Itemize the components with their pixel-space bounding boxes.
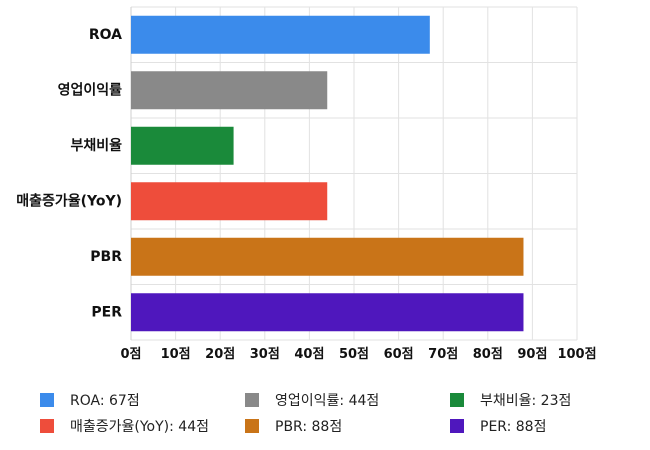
- legend-item-pbr[interactable]: PBR: 88점: [245, 414, 342, 438]
- bar-2[interactable]: [131, 126, 234, 165]
- x-tick-label: 0점: [120, 347, 141, 362]
- x-tick-label: 70점: [428, 347, 458, 362]
- legend-swatch: [245, 393, 259, 407]
- legend-item-revenue-growth[interactable]: 매출증가율(YoY): 44점: [40, 414, 209, 438]
- legend-label: 영업이익률: 44점: [275, 393, 380, 409]
- category-label: 매출증가율(YoY): [16, 192, 122, 209]
- legend-item-operating-margin[interactable]: 영업이익률: 44점: [245, 388, 379, 412]
- legend-label: PER: 88점: [480, 419, 547, 435]
- x-tick-label: 100점: [557, 347, 596, 362]
- bar-4[interactable]: [131, 237, 524, 276]
- x-axis-ticks: 0점 10점 20점 30점 40점 50점 60점 70점 80점 90점 100점: [120, 347, 596, 362]
- category-label: PER: [91, 304, 122, 320]
- legend-swatch: [450, 393, 464, 407]
- x-tick-label: 30점: [250, 347, 280, 362]
- x-tick-label: 20점: [205, 347, 235, 362]
- x-tick-label: 90점: [517, 347, 547, 362]
- bar-1[interactable]: [131, 71, 328, 110]
- bars: [131, 15, 524, 332]
- bar-0[interactable]: [131, 15, 430, 54]
- legend-item-roa[interactable]: ROA: 67점: [40, 388, 140, 412]
- x-tick-label: 50점: [339, 347, 369, 362]
- x-tick-label: 60점: [384, 347, 414, 362]
- legend-label: PBR: 88점: [275, 419, 343, 435]
- category-label: 부채비율: [70, 137, 122, 154]
- legend-swatch: [40, 419, 54, 433]
- legend-item-debt-ratio[interactable]: 부채비율: 23점: [450, 388, 571, 412]
- bar-5[interactable]: [131, 293, 524, 332]
- category-label: ROA: [89, 27, 122, 43]
- legend-label: 매출증가율(YoY): 44점: [70, 419, 209, 435]
- legend-swatch: [40, 393, 54, 407]
- legend-swatch: [245, 419, 259, 433]
- legend-item-per[interactable]: PER: 88점: [450, 414, 546, 438]
- grid-lines: [130, 6, 578, 341]
- x-tick-label: 40점: [294, 347, 324, 362]
- legend-swatch: [450, 419, 464, 433]
- x-tick-label: 80점: [473, 347, 503, 362]
- category-label: PBR: [90, 249, 122, 265]
- x-tick-label: 10점: [161, 347, 191, 362]
- category-label: 영업이익률: [58, 81, 123, 98]
- legend-label: 부채비율: 23점: [480, 393, 572, 409]
- bar-3[interactable]: [131, 182, 328, 221]
- legend: ROA: 67점 영업이익률: 44점 부채비율: 23점 매출증가율(YoY)…: [40, 388, 640, 444]
- legend-label: ROA: 67점: [70, 393, 140, 409]
